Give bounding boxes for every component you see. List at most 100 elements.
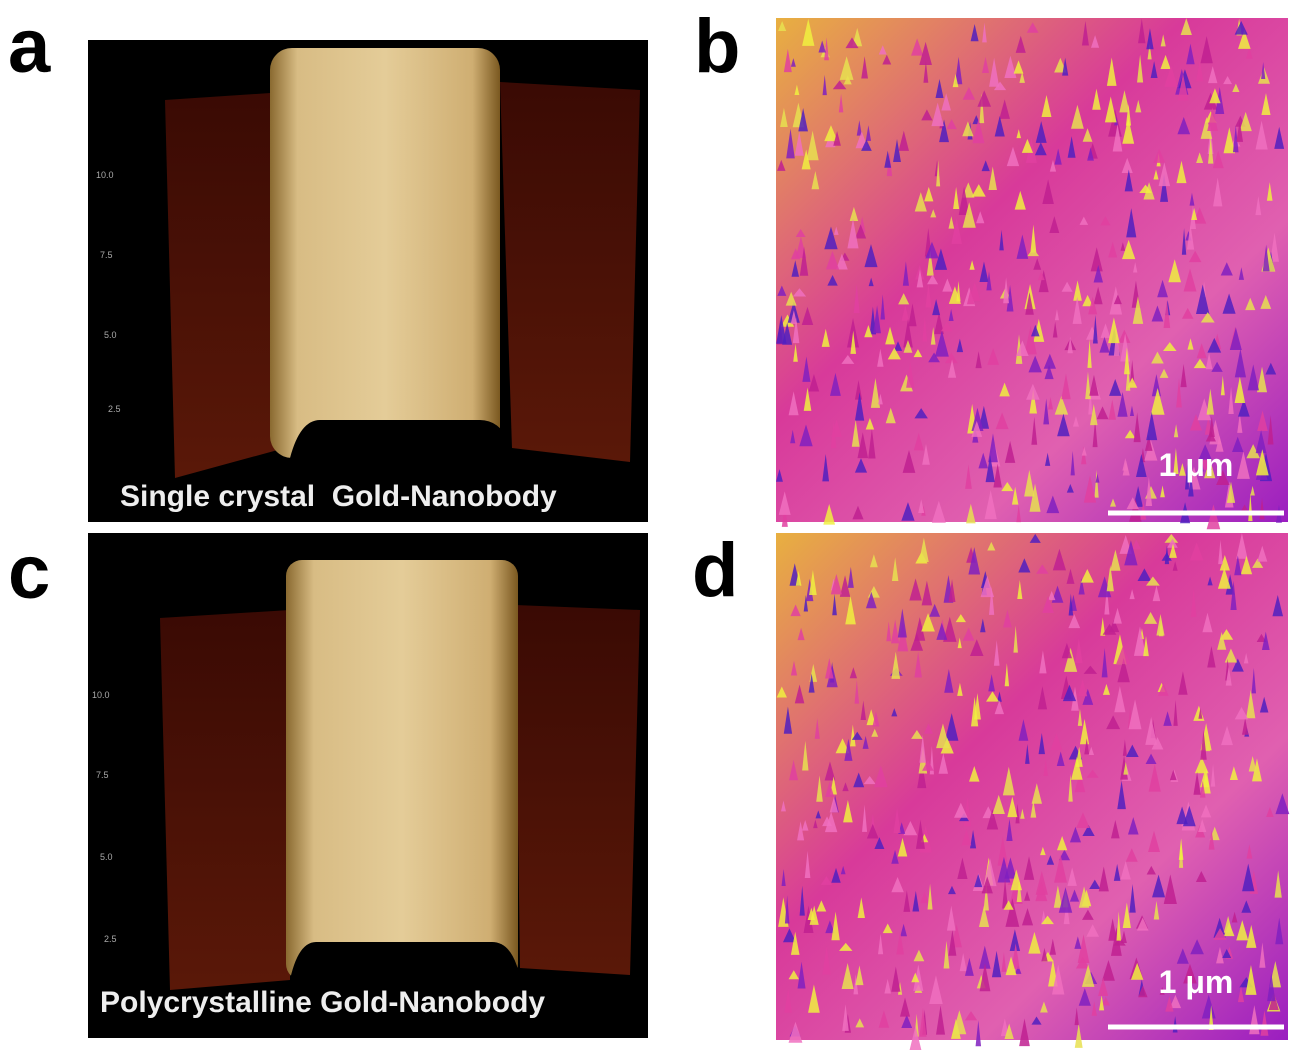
texture — [1122, 739, 1127, 756]
texture — [947, 359, 957, 378]
texture — [776, 469, 783, 482]
texture — [1200, 730, 1207, 760]
texture — [1146, 865, 1156, 875]
texture — [1234, 707, 1249, 720]
texture — [849, 206, 859, 221]
texture — [1229, 327, 1242, 350]
texture — [1143, 636, 1149, 657]
texture — [845, 37, 859, 49]
texture — [1241, 900, 1252, 913]
texture — [951, 217, 962, 244]
texture — [781, 868, 786, 886]
texture — [979, 93, 985, 124]
texture — [901, 1014, 913, 1029]
texture — [1003, 609, 1012, 628]
texture — [1196, 59, 1204, 82]
texture — [1068, 773, 1073, 802]
texture — [1237, 413, 1243, 433]
texture — [1217, 632, 1227, 650]
texture — [1238, 267, 1244, 280]
texture — [808, 673, 815, 693]
texture — [1033, 258, 1042, 270]
texture — [868, 428, 876, 459]
texture — [1190, 587, 1197, 617]
texture — [1180, 363, 1187, 388]
texture — [1156, 614, 1165, 636]
texture — [832, 80, 847, 90]
texture — [1232, 436, 1244, 453]
texture — [1257, 410, 1268, 432]
texture — [1223, 76, 1233, 85]
axis-label: 2.5 — [104, 934, 117, 944]
texture — [1217, 567, 1231, 589]
texture — [1158, 162, 1171, 187]
texture — [1148, 764, 1161, 792]
texture — [1078, 988, 1091, 1006]
texture — [1031, 783, 1043, 804]
bar-edge — [288, 942, 522, 990]
texture — [1096, 406, 1109, 420]
texture — [1216, 470, 1230, 485]
texture — [1255, 430, 1267, 454]
texture — [1066, 484, 1074, 493]
texture — [1098, 866, 1109, 892]
texture — [1002, 878, 1008, 909]
texture — [1079, 718, 1090, 745]
texture — [1070, 450, 1075, 476]
texture — [1099, 336, 1110, 353]
texture — [797, 961, 806, 989]
texture — [1126, 208, 1137, 238]
texture — [1129, 884, 1136, 913]
texture — [1197, 398, 1211, 421]
texture — [1259, 696, 1269, 713]
texture — [958, 186, 970, 215]
texture — [780, 107, 788, 128]
texture — [1125, 744, 1139, 758]
texture — [1081, 964, 1095, 987]
texture — [1069, 889, 1080, 902]
texture — [979, 261, 989, 282]
texture — [1183, 268, 1197, 292]
texture — [979, 963, 991, 992]
texture — [865, 591, 877, 609]
texture — [943, 616, 957, 642]
texture — [1158, 682, 1169, 696]
texture — [891, 876, 904, 893]
texture — [806, 130, 819, 161]
texture — [1046, 495, 1060, 514]
texture — [1207, 337, 1222, 353]
texture — [866, 709, 876, 726]
texture — [1262, 244, 1270, 272]
texture — [988, 166, 997, 191]
texture — [911, 729, 923, 739]
texture — [899, 997, 911, 1017]
texture — [849, 667, 858, 679]
texture — [1128, 699, 1142, 730]
texture — [1205, 430, 1216, 442]
texture — [1234, 376, 1246, 404]
texture — [1130, 962, 1144, 980]
texture — [986, 691, 1000, 702]
texture — [1259, 942, 1266, 968]
texture — [1043, 353, 1056, 369]
texture — [1106, 565, 1114, 592]
texture — [836, 253, 848, 270]
texture — [1018, 719, 1029, 741]
texture — [1066, 568, 1075, 584]
texture — [1147, 43, 1152, 60]
texture — [1113, 294, 1122, 305]
texture — [981, 876, 993, 894]
texture — [936, 723, 950, 749]
texture — [811, 171, 820, 190]
texture — [955, 614, 966, 623]
texture — [1101, 997, 1110, 1006]
texture — [891, 708, 898, 717]
texture — [1180, 18, 1192, 35]
texture — [1110, 549, 1121, 571]
panel-a: 10.0 7.5 5.0 2.5 Single crystal Gold-Nan… — [88, 40, 648, 522]
gold-bar — [286, 560, 518, 980]
texture — [1118, 329, 1131, 343]
texture — [914, 651, 922, 678]
texture — [902, 261, 909, 286]
texture — [1041, 915, 1054, 925]
